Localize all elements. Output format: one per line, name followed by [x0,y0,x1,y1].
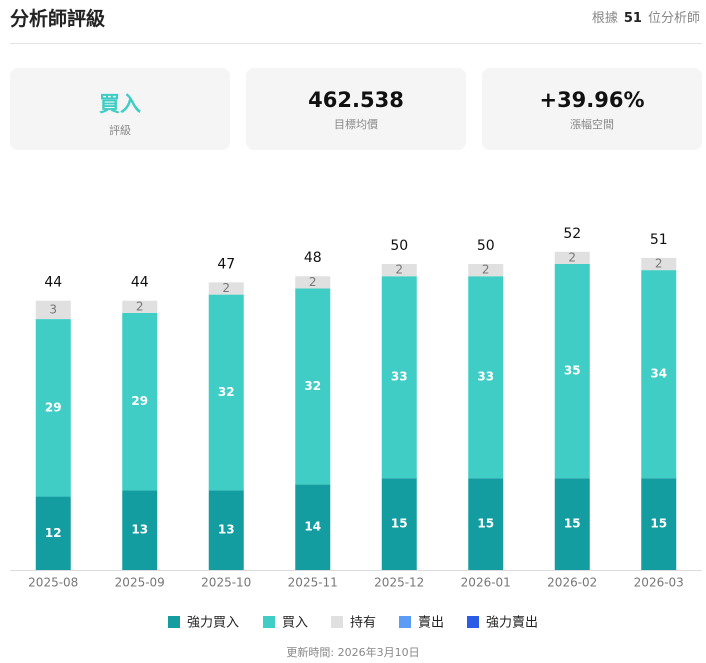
total-label: 48 [304,250,322,266]
analyst-meta: 根據 51 位分析師 [592,7,700,26]
divider [10,43,702,44]
segment-label: 29 [131,394,148,408]
segment-label: 15 [650,517,667,531]
segment-label: 33 [391,370,408,384]
card-label: 漲幅空間 [570,118,614,131]
segment-label: 29 [45,400,62,414]
legend-swatch [467,616,479,628]
segment-label: 3 [49,302,57,316]
bar-segment [381,276,417,479]
legend-swatch [263,616,275,628]
x-tick-label: 2025-08 [28,576,78,590]
legend-swatch [331,616,343,628]
bar-segment [468,264,504,277]
bar-segment [208,282,244,295]
segment-label: 32 [304,379,321,393]
footer: 更新時間: 2026年3月10日 [286,646,420,659]
segment-label: 2 [482,263,490,277]
x-tick-label: 2026-03 [634,576,684,590]
card-label: 目標均價 [334,118,378,131]
bar-segment [554,251,590,264]
bar-segment [381,478,417,570]
total-label: 47 [217,256,235,272]
bar-segment [295,484,331,570]
legend-label: 賣出 [418,616,444,631]
bar-segment [641,270,677,479]
segment-label: 2 [655,257,663,271]
total-label: 52 [563,226,581,242]
segment-label: 2 [395,263,403,277]
meta-prefix: 根據 [591,11,618,26]
segment-label: 2 [568,250,576,264]
card-label: 評級 [109,124,131,137]
segment-label: 35 [564,364,581,378]
segment-label: 15 [391,517,408,531]
x-tick-label: 2025-09 [115,576,165,590]
analyst-count: 51 [623,11,642,26]
bar-segment [554,264,590,479]
segment-label: 34 [650,367,667,381]
bar-segment [122,312,158,491]
total-label: 44 [131,275,149,291]
legend-label: 持有 [350,616,376,631]
bar-segment [641,257,677,271]
bar-segment [122,490,158,570]
legend-swatch [399,616,411,628]
bar-segment [35,319,71,497]
bar-segment [468,276,504,479]
bar-segment [208,490,244,570]
bar-segment [295,276,331,289]
bar-segment [641,478,677,570]
x-tick-label: 2025-10 [201,576,251,590]
x-tick-label: 2026-02 [547,576,597,590]
total-label: 51 [650,232,668,248]
segment-label: 33 [477,370,494,384]
bar-segment [381,264,417,277]
card: +39.96% 漲幅空間 [482,68,702,150]
bar-segment [35,300,71,320]
title: 分析師評級 [10,8,106,30]
segment-label: 13 [218,523,235,537]
card-value: +39.96% [539,88,645,112]
legend-label: 強力買入 [187,616,239,631]
segment-label: 2 [222,281,230,295]
total-label: 44 [44,275,62,291]
card: 買入 評級 [10,68,230,150]
legend-swatch [168,616,180,628]
segment-label: 15 [477,517,494,531]
card: 462.538 目標均價 [246,68,466,150]
bar-segment [468,478,504,570]
x-tick-label: 2025-11 [288,576,338,590]
x-tick-label: 2025-12 [374,576,424,590]
segment-label: 15 [564,517,581,531]
x-tick-label: 2026-01 [461,576,511,590]
bar-segment [35,496,71,570]
segment-label: 12 [45,526,62,540]
segment-label: 14 [304,520,321,534]
card-value: 462.538 [308,88,404,112]
bar-segment [208,294,244,491]
segment-label: 2 [309,275,317,289]
legend-label: 買入 [282,616,308,631]
total-label: 50 [390,238,408,254]
segment-label: 13 [131,523,148,537]
bar-segment [295,288,331,485]
bar-segment [554,478,590,570]
total-label: 50 [477,238,495,254]
card-value: 買入 [99,92,141,116]
segment-label: 32 [218,385,235,399]
bar-segment [122,300,158,313]
segment-label: 2 [136,299,144,313]
meta-suffix: 位分析師 [647,11,700,26]
legend-label: 強力賣出 [486,616,538,631]
